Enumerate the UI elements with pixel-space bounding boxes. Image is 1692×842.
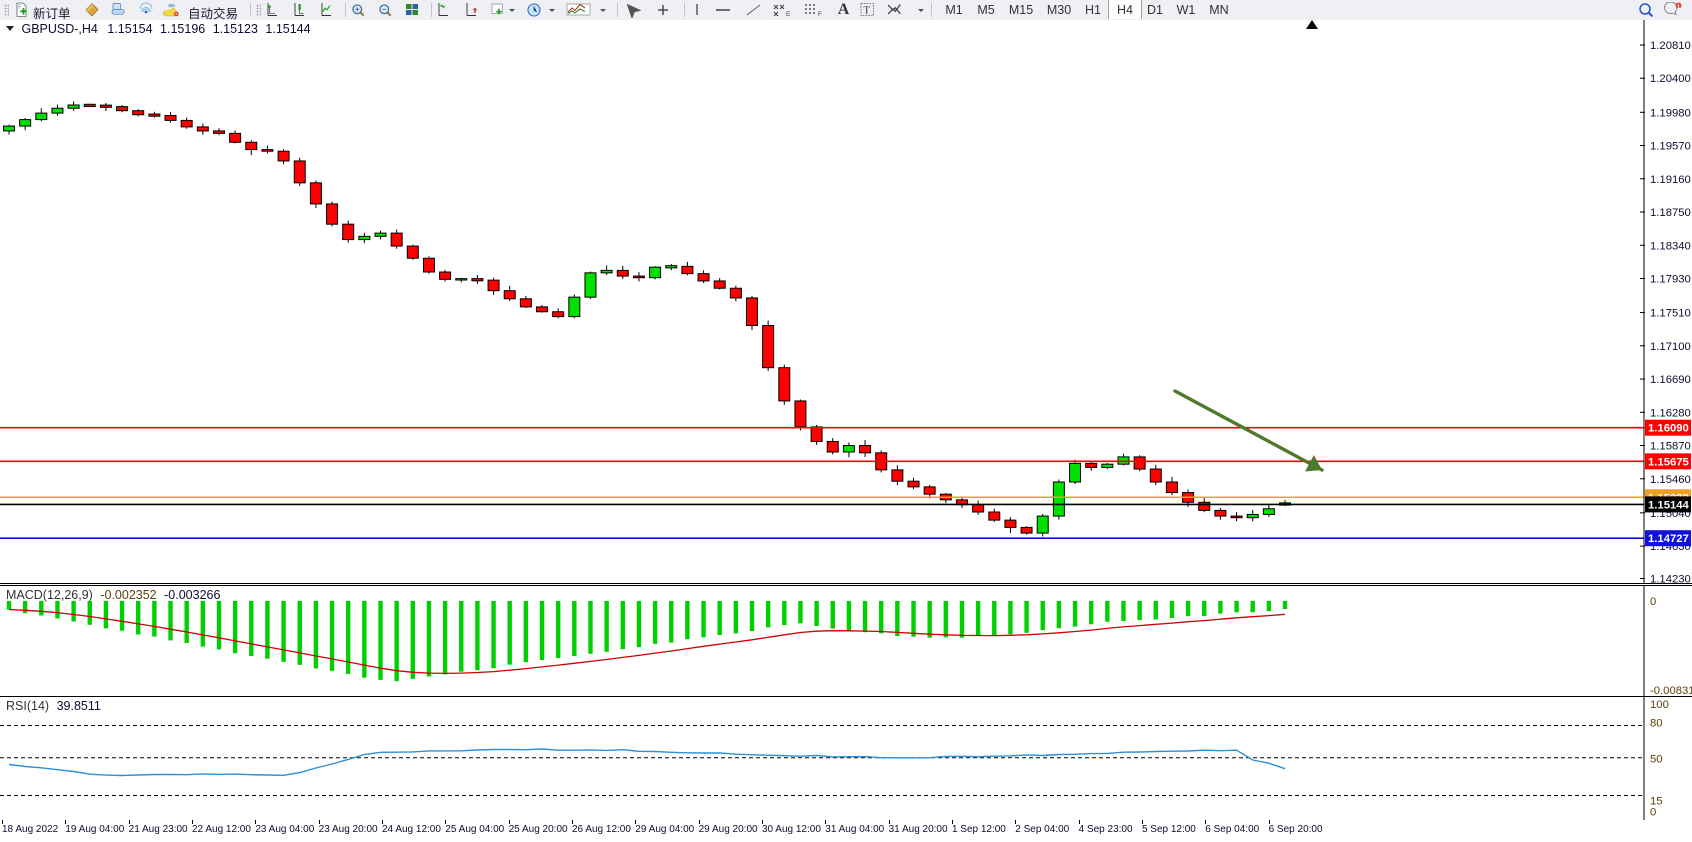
- svg-text:0: 0: [1650, 596, 1656, 608]
- svg-text:1.19980: 1.19980: [1650, 107, 1691, 119]
- svg-text:1.14727: 1.14727: [1648, 533, 1689, 545]
- svg-text:1.16690: 1.16690: [1650, 374, 1691, 386]
- svg-text:1.14230: 1.14230: [1650, 574, 1691, 586]
- svg-text:0: 0: [1650, 807, 1656, 819]
- svg-text:1.18750: 1.18750: [1650, 207, 1691, 219]
- svg-text:E: E: [786, 11, 791, 18]
- svg-text:1.19160: 1.19160: [1650, 174, 1691, 186]
- svg-text:1.19570: 1.19570: [1650, 141, 1691, 153]
- svg-text:1.15870: 1.15870: [1650, 441, 1691, 453]
- svg-text:80: 80: [1650, 718, 1663, 730]
- svg-text:1.15675: 1.15675: [1648, 456, 1689, 468]
- svg-text:1.20400: 1.20400: [1650, 73, 1691, 85]
- svg-text:-0.008317: -0.008317: [1650, 685, 1692, 697]
- svg-text:T: T: [864, 6, 871, 17]
- svg-text:1.17510: 1.17510: [1650, 308, 1691, 320]
- svg-text:F: F: [818, 11, 822, 18]
- svg-text:1.18340: 1.18340: [1650, 240, 1691, 252]
- svg-text:1.17930: 1.17930: [1650, 274, 1691, 286]
- svg-text:1.17100: 1.17100: [1650, 341, 1691, 353]
- svg-text:1: 1: [1677, 4, 1680, 10]
- svg-text:1.16090: 1.16090: [1648, 423, 1689, 435]
- svg-text:100: 100: [1650, 699, 1669, 711]
- svg-text:1.15144: 1.15144: [1648, 499, 1690, 511]
- svg-text:1.16280: 1.16280: [1650, 407, 1691, 419]
- svg-text:50: 50: [1650, 753, 1663, 765]
- svg-text:1.20810: 1.20810: [1650, 40, 1691, 52]
- svg-text:1.15460: 1.15460: [1650, 474, 1691, 486]
